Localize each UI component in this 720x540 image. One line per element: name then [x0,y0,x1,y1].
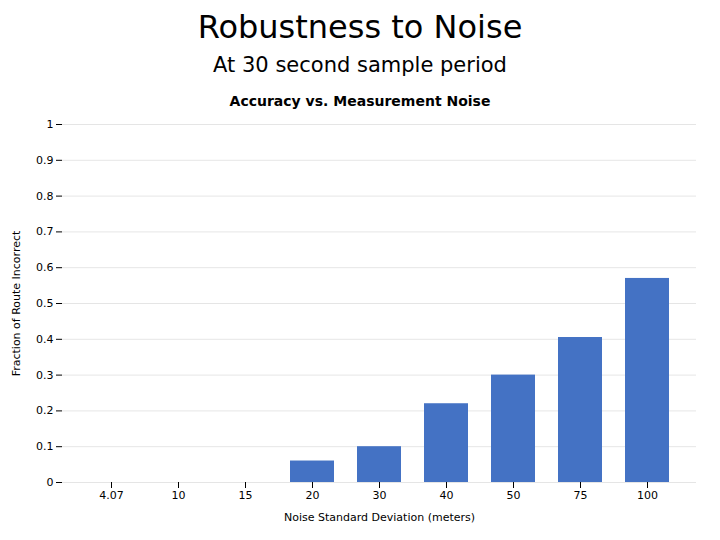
svg-text:Noise Standard Deviation (mete: Noise Standard Deviation (meters) [284,511,475,524]
svg-text:0.8: 0.8 [36,190,54,203]
html-text:At 30 second sample period: At 30 second sample period [213,53,507,77]
svg-text:0.9: 0.9 [36,154,54,167]
html-text:Accuracy vs. Measurement Noise: Accuracy vs. Measurement Noise [229,93,491,109]
svg-text:75: 75 [574,489,588,502]
svg-text:1: 1 [47,118,54,131]
svg-text:50: 50 [507,489,521,502]
svg-text:0.4: 0.4 [36,333,54,346]
svg-text:0.5: 0.5 [36,297,54,310]
svg-text:10: 10 [172,489,186,502]
svg-text:20: 20 [306,489,320,502]
svg-text:Fraction of Route Incorrect: Fraction of Route Incorrect [10,230,23,376]
svg-text:0.6: 0.6 [36,261,54,274]
svg-text:0.3: 0.3 [36,369,54,382]
svg-text:0.1: 0.1 [36,440,54,453]
svg-text:40: 40 [440,489,454,502]
html-text:Robustness to Noise: Robustness to Noise [197,8,523,46]
svg-text:30: 30 [373,489,387,502]
svg-text:0.2: 0.2 [36,404,54,417]
svg-text:4.07: 4.07 [99,489,124,502]
svg-text:100: 100 [637,489,658,502]
svg-text:0.7: 0.7 [36,225,54,238]
svg-text:0: 0 [47,476,54,489]
svg-text:15: 15 [239,489,253,502]
